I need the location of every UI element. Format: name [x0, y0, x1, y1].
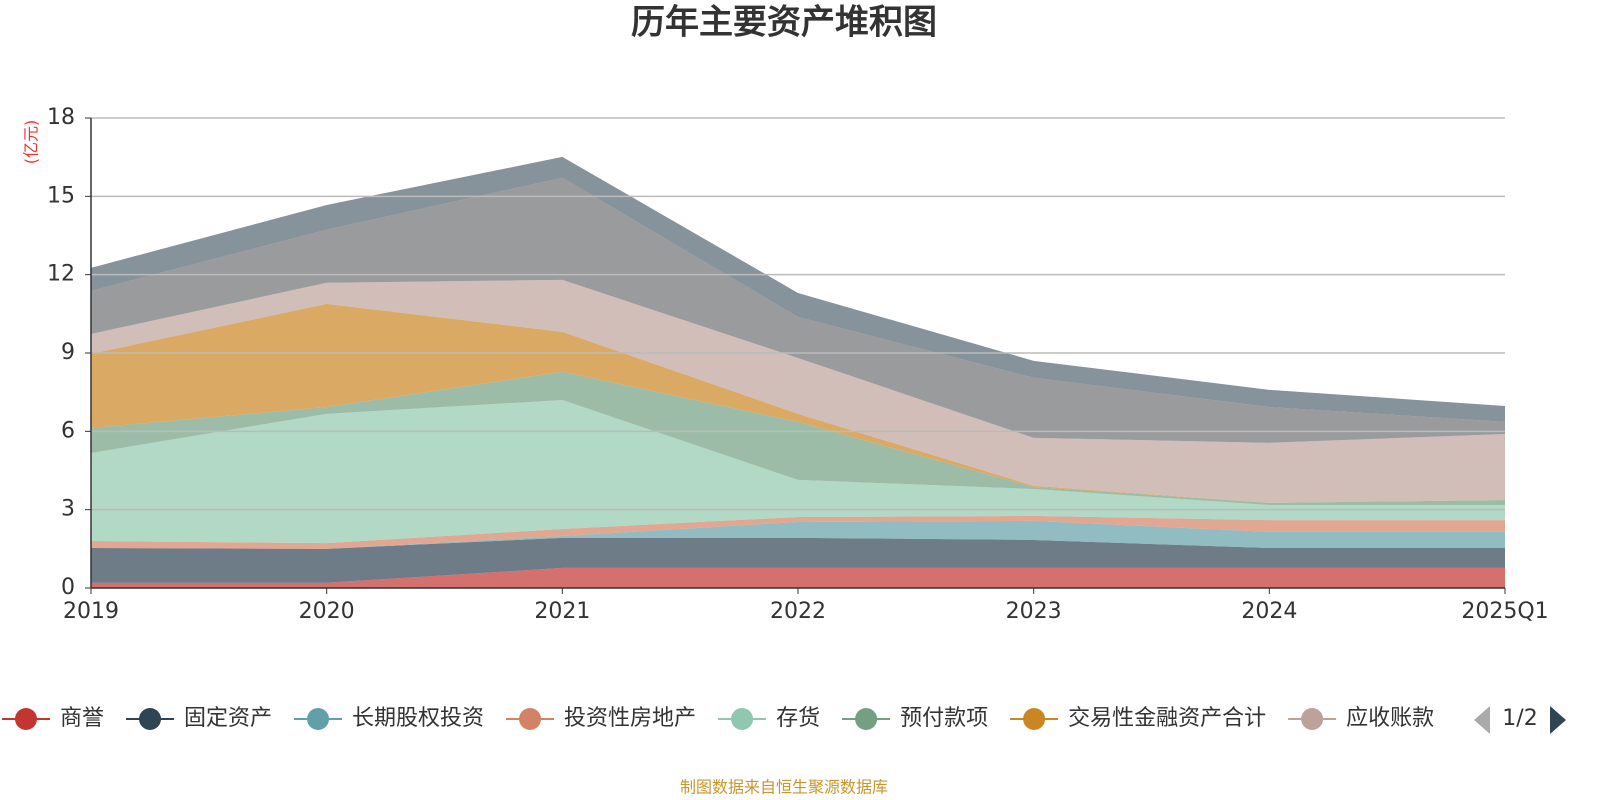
legend-label: 应收账款	[1346, 706, 1434, 731]
legend-marker	[307, 708, 330, 730]
area	[91, 400, 1505, 544]
y-tick-label: 18	[47, 105, 75, 130]
legend-next[interactable]	[1550, 706, 1566, 734]
area	[91, 515, 1505, 549]
area	[91, 279, 1505, 503]
legend-label: 长期股权投资	[352, 706, 484, 731]
x-tick-label: 2022	[770, 599, 826, 624]
x-tick-label: 2020	[299, 599, 355, 624]
area	[91, 177, 1505, 443]
legend-marker	[731, 708, 754, 730]
legend-label: 预付款项	[900, 706, 988, 731]
legend-label: 商誉	[60, 706, 104, 731]
y-unit: (亿元)	[22, 120, 41, 165]
legend-label: 交易性金融资产合计	[1068, 706, 1266, 731]
legend-marker	[519, 708, 542, 730]
plot	[91, 156, 1505, 588]
chart-title: 历年主要资产堆积图	[631, 3, 937, 43]
x-tick-label: 2025Q1	[1461, 599, 1548, 624]
legend-marker	[1301, 708, 1324, 730]
y-tick-label: 0	[61, 575, 75, 600]
x-tick-label: 2019	[63, 599, 119, 624]
y-tick-label: 12	[47, 262, 75, 287]
y-tick-label: 9	[61, 340, 75, 365]
area	[91, 537, 1505, 583]
source-note: 制图数据来自恒生聚源数据库	[680, 778, 888, 797]
area	[91, 520, 1505, 549]
legend-marker	[1023, 708, 1046, 730]
x-tick-label: 2023	[1006, 599, 1062, 624]
x-tick-label: 2021	[534, 599, 590, 624]
legend-marker	[855, 708, 878, 730]
y-tick-label: 3	[61, 497, 75, 522]
legend-label: 存货	[776, 706, 820, 731]
legend-marker	[139, 708, 162, 730]
x-tick-label: 2024	[1241, 599, 1297, 624]
legend-marker	[15, 708, 37, 730]
y-tick-label: 15	[47, 183, 75, 208]
legend: 商誉 固定资产 长期股权投资 投资性房地产 存货 预付款项 交易性金融资产合计 应收账款	[2, 706, 1434, 731]
legend-page: 1/2	[1502, 706, 1537, 731]
y-tick-label: 6	[61, 418, 75, 443]
legend-label: 固定资产	[184, 706, 272, 731]
area	[91, 371, 1505, 505]
legend-prev[interactable]	[1474, 706, 1490, 734]
legend-label: 投资性房地产	[564, 706, 696, 731]
axes: 0 3 6 9 12 15 18 2019 2020 2021 2022 2023 2024 2025Q1	[47, 105, 1549, 624]
area	[91, 567, 1505, 588]
